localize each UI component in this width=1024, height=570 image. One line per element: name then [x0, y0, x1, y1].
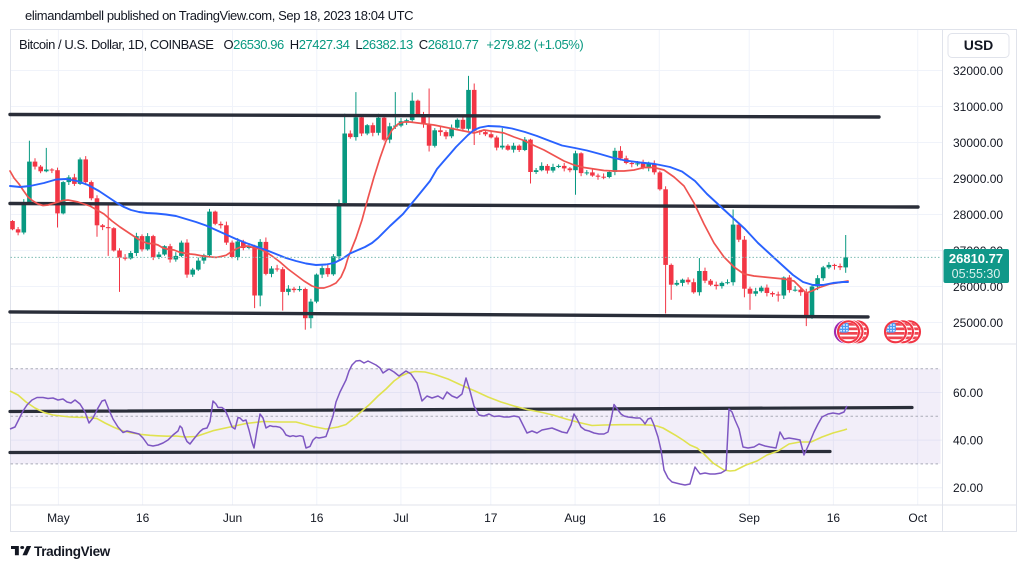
svg-text:16: 16: [310, 511, 324, 525]
svg-text:32000.00: 32000.00: [953, 64, 1003, 78]
svg-text:40.00: 40.00: [953, 433, 983, 447]
svg-text:Jun: Jun: [223, 511, 242, 525]
svg-text:20.00: 20.00: [953, 481, 983, 495]
svg-text:28000.00: 28000.00: [953, 208, 1003, 222]
svg-text:Bitcoin / U.S. Dollar, 1D, COI: Bitcoin / U.S. Dollar, 1D, COINBASE O2653…: [19, 37, 583, 52]
svg-text:May: May: [47, 511, 70, 525]
svg-text:05:55:30: 05:55:30: [952, 267, 1001, 281]
svg-text:16: 16: [653, 511, 667, 525]
svg-text:17: 17: [484, 511, 498, 525]
svg-text:60.00: 60.00: [953, 386, 983, 400]
svg-text:16: 16: [827, 511, 841, 525]
svg-text:Aug: Aug: [564, 511, 585, 525]
svg-text:TradingView: TradingView: [34, 544, 111, 559]
svg-text:USD: USD: [964, 37, 994, 53]
svg-text:26000.00: 26000.00: [953, 280, 1003, 294]
svg-text:16: 16: [136, 511, 150, 525]
svg-text:30000.00: 30000.00: [953, 136, 1003, 150]
svg-text:elimandambell published on Tra: elimandambell published on TradingView.c…: [25, 8, 413, 23]
svg-text:29000.00: 29000.00: [953, 172, 1003, 186]
svg-text:Sep: Sep: [739, 511, 761, 525]
svg-text:25000.00: 25000.00: [953, 316, 1003, 330]
svg-text:Oct: Oct: [908, 511, 927, 525]
svg-text:26810.77: 26810.77: [949, 251, 1003, 266]
svg-text:Jul: Jul: [393, 511, 408, 525]
svg-text:31000.00: 31000.00: [953, 100, 1003, 114]
